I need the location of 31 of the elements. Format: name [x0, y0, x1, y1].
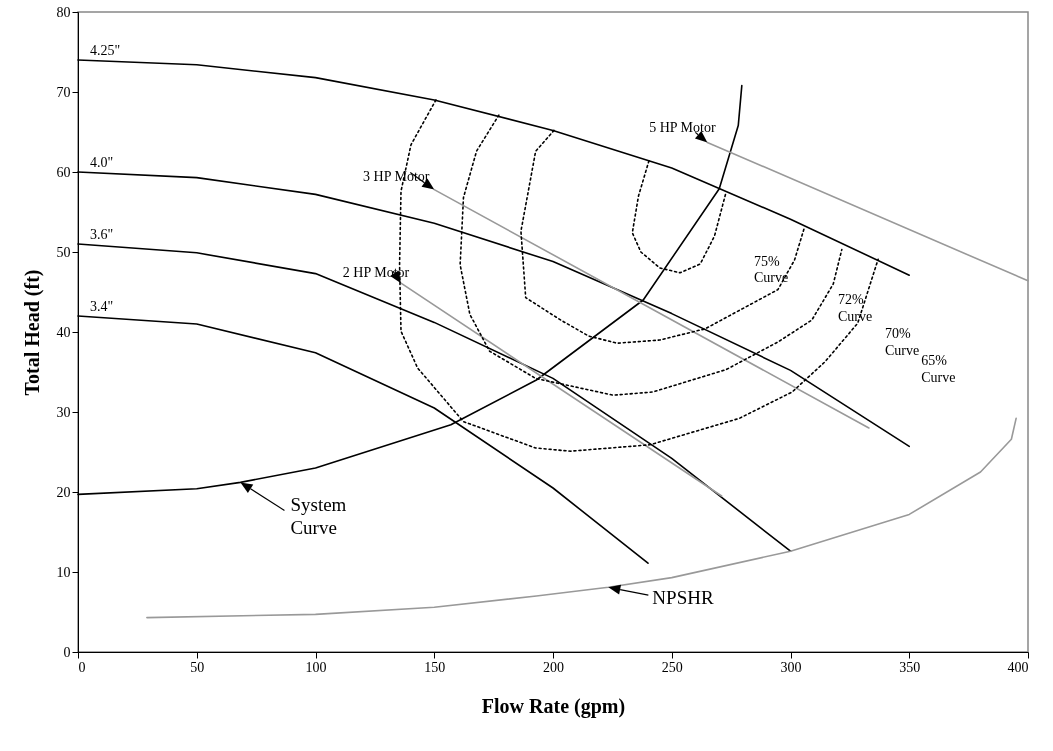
annotation: 75% Curve — [753, 253, 789, 286]
annotation: 72% Curve — [838, 291, 873, 324]
annotation: 65% Curve — [921, 352, 956, 385]
x-tick-label: 300 — [780, 659, 802, 675]
y-axis-title: Total Head (ft) — [20, 269, 44, 396]
y-tick-label: 20 — [56, 484, 71, 500]
annotation: 70% Curve — [885, 326, 920, 358]
y-tick-label: 80 — [56, 4, 71, 20]
y-tick-label: 60 — [56, 164, 71, 180]
annotation: 5 HP Motor — [649, 120, 716, 136]
y-tick-label: 0 — [63, 644, 71, 660]
series-label: 3.4" — [90, 299, 114, 314]
series-label: 4.25" — [90, 43, 121, 58]
x-axis-title: Flow Rate (gpm) — [481, 694, 626, 718]
x-tick-label: 150 — [424, 659, 446, 675]
x-tick-label: 50 — [190, 659, 205, 675]
y-tick-label: 10 — [56, 564, 71, 580]
x-tick-label: 200 — [543, 659, 564, 675]
x-tick-label: 350 — [899, 659, 921, 675]
x-tick-label: 400 — [1007, 659, 1029, 675]
y-tick-label: 40 — [56, 324, 71, 340]
y-tick-label: 70 — [56, 84, 71, 100]
series-label: 3.6" — [90, 227, 114, 242]
x-tick-label: 100 — [305, 659, 327, 675]
annotation: NPSHR — [652, 587, 714, 609]
x-tick-label: 250 — [661, 659, 683, 675]
series-label: 4.0" — [90, 155, 114, 170]
y-tick-label: 30 — [56, 404, 71, 420]
y-tick-label: 50 — [56, 244, 71, 260]
annotation: System Curve — [290, 494, 347, 539]
x-tick-label: 0 — [78, 659, 86, 675]
